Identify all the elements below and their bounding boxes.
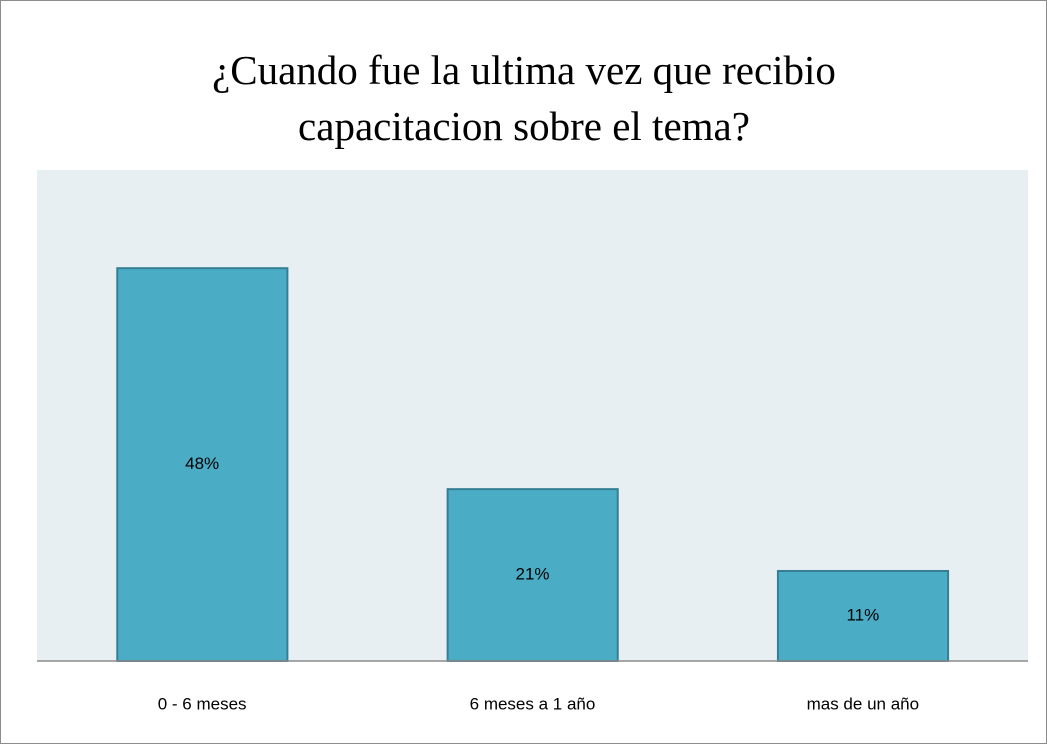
x-tick-label: 6 meses a 1 año <box>470 694 596 713</box>
x-tick-label: 0 - 6 meses <box>158 694 247 713</box>
data-label: 11% <box>846 605 879 624</box>
chart-title: ¿Cuando fue la ultima vez que recibio ca… <box>212 47 836 149</box>
bar <box>776 569 950 663</box>
bar <box>116 267 289 662</box>
x-tick-label: mas de un año <box>807 694 919 713</box>
bar <box>446 488 619 662</box>
data-label: 21% <box>515 565 549 584</box>
data-label: 48% <box>185 454 219 473</box>
